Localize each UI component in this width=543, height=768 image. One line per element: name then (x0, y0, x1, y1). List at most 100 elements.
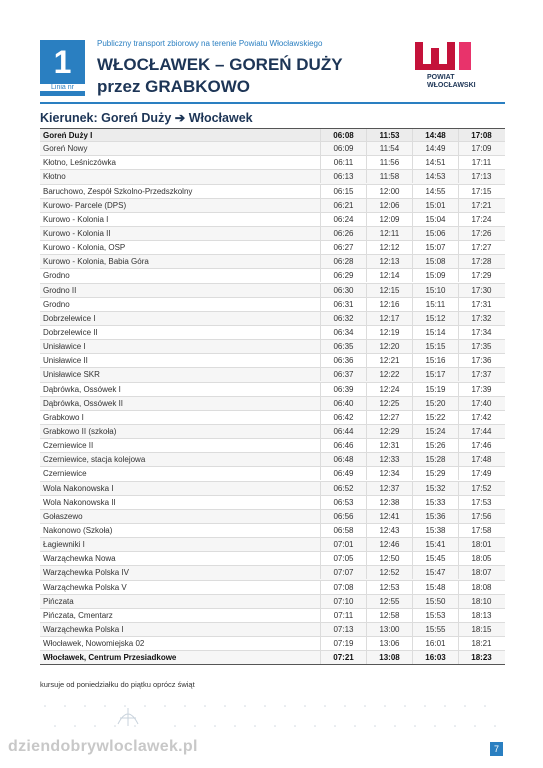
departure-time: 07:21 (320, 651, 366, 665)
departure-time: 12:20 (366, 340, 412, 354)
departure-time: 15:53 (412, 608, 458, 622)
table-row: Grabkowo II (szkoła) 06:44 12:29 15:24 17:44 (40, 424, 505, 440)
table-row: Grabkowo I 06:42 12:27 15:22 17:42 (40, 410, 505, 425)
table-row: Kurowo - Kolonia, Babia Góra 06:28 12:13 15… (40, 255, 505, 270)
departure-time: 15:06 (412, 226, 458, 240)
departure-time: 18:10 (458, 594, 504, 608)
departure-time: 06:15 (320, 184, 366, 198)
timetable: Goreń Duży I 06:08 11:53 14:48 17:08 Goreń No… (40, 128, 505, 666)
departure-time: 11:58 (366, 170, 412, 184)
departure-time: 15:22 (412, 410, 458, 424)
departure-time: 15:01 (412, 198, 458, 212)
departure-time: 12:55 (366, 594, 412, 608)
departure-time: 15:04 (412, 212, 458, 226)
departure-time: 13:06 (366, 637, 412, 651)
stop-name: Warząchewka Polska V (43, 582, 127, 592)
departure-time: 15:14 (412, 325, 458, 339)
departure-time: 12:12 (366, 241, 412, 255)
departure-time: 12:25 (366, 396, 412, 410)
departure-time: 15:08 (412, 255, 458, 269)
line-number: 1 (53, 44, 72, 80)
departure-time: 18:01 (458, 538, 504, 552)
departure-time: 06:44 (320, 424, 366, 438)
table-row: Goreń Duży I 06:08 11:53 14:48 17:08 (40, 128, 505, 143)
logo (415, 42, 471, 70)
departure-time: 15:15 (412, 340, 458, 354)
departure-time: 15:26 (412, 439, 458, 453)
departure-time: 14:53 (412, 170, 458, 184)
departure-time: 17:31 (458, 297, 504, 311)
departure-time: 15:16 (412, 354, 458, 368)
departure-time: 12:58 (366, 608, 412, 622)
departure-time: 15:41 (412, 538, 458, 552)
stop-name: Goreń Nowy (43, 144, 88, 154)
departure-time: 12:06 (366, 198, 412, 212)
stop-name: Kurowo - Kolonia I (43, 214, 109, 224)
departure-time: 06:53 (320, 495, 366, 509)
page-number: 7 (490, 742, 503, 756)
departure-time: 12:29 (366, 424, 412, 438)
table-row: Kurowo - Kolonia I 06:24 12:09 15:04 17:24 (40, 212, 505, 227)
departure-time: 17:15 (458, 184, 504, 198)
departure-time: 06:13 (320, 170, 366, 184)
title: WŁOCŁAWEK – GOREŃ DUŻY (97, 55, 343, 74)
departure-time: 07:10 (320, 594, 366, 608)
table-row: Włocławek, Centrum Przesiadkowe 07:21 13:0… (40, 651, 505, 666)
stop-name: Grabkowo I (43, 412, 84, 422)
departure-time: 17:58 (458, 523, 504, 537)
stop-name: Czerniewice, stacja kolejowa (43, 455, 146, 465)
departure-time: 11:56 (366, 156, 412, 170)
stop-name: Unisławice II (43, 356, 88, 366)
departure-time: 12:00 (366, 184, 412, 198)
departure-time: 06:21 (320, 198, 366, 212)
table-row: Dąbrówka, Ossówek I 06:39 12:24 15:19 17:39 (40, 382, 505, 397)
departure-time: 17:48 (458, 453, 504, 467)
departure-time: 15:36 (412, 509, 458, 523)
stop-name: Grodno II (43, 285, 77, 295)
departure-time: 12:24 (366, 382, 412, 396)
departure-time: 12:09 (366, 212, 412, 226)
stop-name: Dąbrówka, Ossówek II (43, 398, 124, 408)
departure-time: 17:09 (458, 142, 504, 156)
departure-time: 15:45 (412, 552, 458, 566)
departure-time: 17:24 (458, 212, 504, 226)
stop-name: Grodno (43, 299, 70, 309)
departure-time: 14:49 (412, 142, 458, 156)
departure-time: 11:53 (366, 129, 412, 142)
departure-time: 06:56 (320, 509, 366, 523)
rule (40, 102, 505, 104)
table-row: Gołaszewo 06:56 12:41 15:36 17:56 (40, 509, 505, 524)
departure-time: 12:22 (366, 368, 412, 382)
departure-time: 18:07 (458, 566, 504, 580)
table-row: Czerniewice II 06:46 12:31 15:26 17:46 (40, 439, 505, 454)
departure-time: 15:38 (412, 523, 458, 537)
departure-time: 06:31 (320, 297, 366, 311)
departure-time: 14:51 (412, 156, 458, 170)
table-row: Pińczata 07:10 12:55 15:50 18:10 (40, 594, 505, 609)
departure-time: 06:28 (320, 255, 366, 269)
departure-time: 12:11 (366, 226, 412, 240)
title-via: przez GRABKOWO (97, 77, 250, 96)
departure-time: 17:52 (458, 481, 504, 495)
stop-name: Grabkowo II (szkoła) (43, 426, 117, 436)
departure-time: 12:50 (366, 552, 412, 566)
departure-time: 06:27 (320, 241, 366, 255)
stop-name: Dąbrówka, Ossówek I (43, 384, 121, 394)
stop-name: Kłotno (43, 172, 66, 182)
departure-time: 07:01 (320, 538, 366, 552)
departure-time: 07:05 (320, 552, 366, 566)
table-row: Kurowo - Kolonia, OSP 06:27 12:12 15:07 17:2… (40, 241, 505, 256)
departure-time: 12:52 (366, 566, 412, 580)
stop-name: Włocławek, Centrum Przesiadkowe (43, 653, 177, 663)
departure-time: 17:30 (458, 283, 504, 297)
table-row: Kurowo- Parcele (DPS) 06:21 12:06 15:01 17:2… (40, 198, 505, 213)
table-row: Łagiewniki I 07:01 12:46 15:41 18:01 (40, 538, 505, 553)
stop-name: Pińczata, Cmentarz (43, 610, 113, 620)
departure-time: 17:34 (458, 325, 504, 339)
departure-time: 06:30 (320, 283, 366, 297)
departure-time: 17:21 (458, 198, 504, 212)
line-label: Linia nr (40, 84, 85, 91)
departure-time: 12:17 (366, 311, 412, 325)
departure-time: 12:34 (366, 467, 412, 481)
departure-time: 18:21 (458, 637, 504, 651)
